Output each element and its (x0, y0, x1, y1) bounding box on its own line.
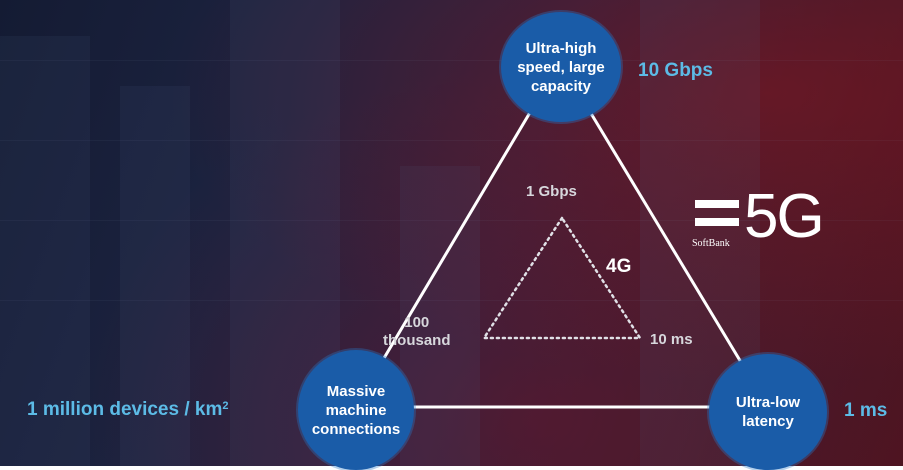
4g-connections-label: 100 thousand (383, 314, 451, 349)
logo-bar-bottom (695, 218, 739, 226)
background-stripe (0, 60, 903, 61)
5g-latency-metric: 1 ms (844, 400, 888, 421)
ultra-low-latency-label: Ultra-low latency (735, 394, 801, 430)
ultra-high-speed-label: Ultra-high speed, large capacity (517, 39, 605, 95)
massive-machine-connections-node: Massive machine connections (298, 350, 414, 470)
5g-triangle (352, 59, 771, 409)
softbank-5g-logo: SoftBank 5G (692, 182, 852, 254)
5g-devices-text: 1 million devices / km (27, 399, 223, 420)
background-stripe (0, 140, 903, 141)
5g-devices-superscript: 2 (222, 400, 229, 412)
4g-latency-label: 10 ms (650, 331, 693, 348)
4g-triangle (481, 215, 643, 340)
4g-label: 4G (606, 256, 632, 277)
ultra-high-speed-node: Ultra-high speed, large capacity (501, 12, 621, 122)
ultra-low-latency-node: Ultra-low latency (709, 354, 827, 470)
background-stripe (0, 220, 903, 221)
background-building (120, 86, 190, 466)
background-building (0, 36, 90, 466)
massive-machine-connections-label: Massive machine connections (311, 382, 401, 438)
softbank-wordmark: SoftBank (692, 238, 730, 249)
5g-wordmark: 5G (744, 182, 825, 251)
5g-speed-metric: 10 Gbps (638, 60, 713, 81)
logo-bar-top (695, 200, 739, 208)
5g-devices-metric: 1 million devices / km2 (27, 399, 229, 421)
background-stripe (0, 300, 903, 301)
4g-speed-label: 1 Gbps (526, 183, 577, 200)
